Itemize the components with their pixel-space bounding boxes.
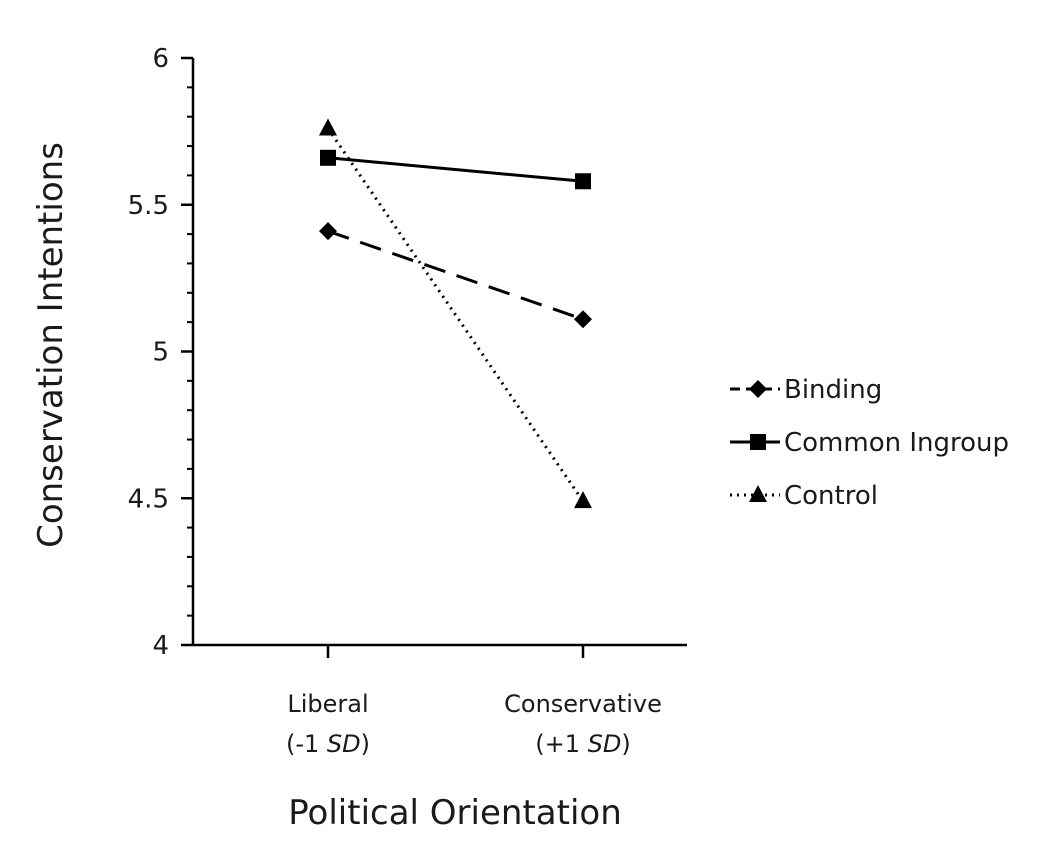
data-point-control — [574, 491, 592, 509]
y-tick-label: 5 — [152, 338, 169, 368]
series-control — [319, 118, 592, 509]
data-point-common-ingroup — [320, 149, 336, 166]
legend-marker-common-ingroup — [750, 434, 766, 450]
legend-marker-control — [749, 485, 767, 502]
legend-label-control: Control — [784, 481, 878, 511]
data-point-binding — [319, 222, 337, 241]
y-axis-title: Conservation Intentions — [31, 142, 71, 548]
x-category-sublabel: (+1 SD) — [535, 730, 630, 758]
legend-item-common-ingroup: Common Ingroup — [730, 428, 1009, 458]
data-point-common-ingroup — [575, 173, 591, 190]
axes — [191, 58, 687, 647]
legend-label-common-ingroup: Common Ingroup — [784, 428, 1009, 458]
y-tick-label: 5.5 — [128, 191, 169, 221]
series-common-ingroup — [320, 149, 591, 190]
x-category-label: Liberal — [287, 690, 368, 718]
x-category-label: Conservative — [504, 690, 662, 718]
x-category-sublabel-italic: SD — [327, 730, 361, 758]
legend-marker-binding — [749, 380, 767, 398]
y-tick-label: 4.5 — [128, 484, 169, 514]
series-line-binding — [327, 229, 584, 321]
x-category-labels: Liberal (-1 SD) Conservative (+1 SD) — [286, 690, 662, 758]
data-point-control — [319, 118, 337, 136]
x-axis-title: Political Orientation — [288, 793, 622, 833]
x-category-sublabel-suffix: ) — [361, 730, 370, 758]
y-ticks: 4 4.5 5 5.5 6 — [128, 44, 585, 661]
series-layer — [319, 118, 592, 509]
x-category-sublabel-prefix: (-1 — [286, 730, 327, 758]
data-point-binding — [574, 310, 592, 329]
y-tick-label: 6 — [152, 44, 169, 74]
x-category-sublabel-italic: SD — [588, 730, 622, 758]
x-category-sublabel-prefix: (+1 — [535, 730, 587, 758]
x-category-sublabel: (-1 SD) — [286, 730, 370, 758]
series-line-common-ingroup — [327, 156, 584, 183]
legend-label-binding: Binding — [784, 375, 882, 405]
legend: Binding Common Ingroup Control — [730, 375, 1009, 511]
series-binding — [319, 222, 592, 329]
x-category-sublabel-suffix: ) — [621, 730, 630, 758]
series-line-control — [326, 127, 585, 503]
y-tick-label: 4 — [152, 631, 169, 661]
legend-item-binding: Binding — [730, 375, 882, 405]
legend-item-control: Control — [730, 481, 878, 511]
